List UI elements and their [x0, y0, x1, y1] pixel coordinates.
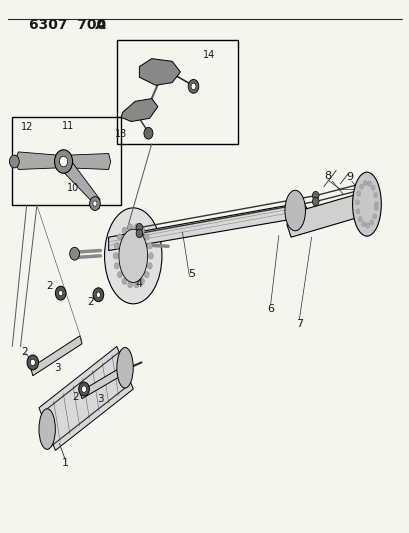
Ellipse shape	[352, 172, 380, 236]
Circle shape	[373, 201, 378, 207]
Circle shape	[188, 79, 198, 93]
Text: 2: 2	[21, 347, 28, 357]
Circle shape	[373, 192, 377, 198]
Circle shape	[365, 223, 369, 228]
Polygon shape	[59, 156, 100, 209]
Circle shape	[59, 156, 67, 167]
Circle shape	[144, 127, 153, 139]
Polygon shape	[108, 203, 311, 251]
Circle shape	[148, 253, 153, 259]
Circle shape	[54, 150, 72, 173]
Circle shape	[122, 278, 127, 285]
Circle shape	[136, 223, 142, 232]
Circle shape	[144, 271, 149, 278]
Circle shape	[133, 281, 138, 288]
Text: 14: 14	[202, 50, 215, 60]
Ellipse shape	[117, 348, 133, 388]
Circle shape	[128, 281, 133, 288]
Circle shape	[357, 216, 362, 222]
Text: 6: 6	[266, 304, 274, 314]
Circle shape	[139, 227, 144, 233]
Circle shape	[366, 181, 371, 186]
Circle shape	[369, 220, 373, 225]
Ellipse shape	[119, 229, 147, 282]
Polygon shape	[80, 362, 131, 399]
Circle shape	[312, 197, 318, 206]
Text: 8: 8	[324, 171, 331, 181]
Polygon shape	[121, 99, 157, 122]
Circle shape	[55, 286, 66, 300]
Circle shape	[122, 227, 127, 233]
Ellipse shape	[39, 409, 55, 449]
Circle shape	[9, 155, 19, 168]
Circle shape	[370, 185, 374, 190]
Circle shape	[144, 234, 149, 240]
Circle shape	[96, 292, 100, 297]
Circle shape	[128, 224, 133, 230]
Ellipse shape	[104, 208, 162, 304]
Text: 2: 2	[88, 297, 94, 306]
Circle shape	[139, 278, 144, 285]
Circle shape	[133, 224, 138, 230]
Polygon shape	[70, 154, 110, 169]
Circle shape	[372, 214, 376, 219]
Text: 13: 13	[115, 130, 127, 139]
Circle shape	[90, 197, 100, 211]
Text: 2: 2	[47, 281, 53, 291]
Polygon shape	[39, 346, 133, 450]
Circle shape	[361, 222, 365, 227]
Text: 9: 9	[346, 172, 353, 182]
Text: 1: 1	[62, 458, 69, 467]
Text: 3: 3	[97, 394, 103, 403]
Text: 12: 12	[20, 122, 33, 132]
Polygon shape	[286, 191, 372, 237]
Circle shape	[93, 288, 103, 302]
Bar	[117, 40, 237, 144]
Circle shape	[114, 263, 119, 269]
Ellipse shape	[284, 190, 305, 231]
Text: 6307  700: 6307 700	[29, 18, 106, 33]
Circle shape	[113, 253, 118, 259]
Text: A: A	[96, 18, 107, 33]
Circle shape	[70, 247, 79, 260]
Circle shape	[191, 83, 196, 90]
Text: 3: 3	[54, 363, 61, 373]
Circle shape	[117, 271, 122, 278]
Circle shape	[58, 290, 63, 296]
Circle shape	[79, 382, 89, 396]
Circle shape	[147, 263, 152, 269]
Text: 11: 11	[61, 122, 74, 131]
Circle shape	[373, 205, 378, 211]
Circle shape	[362, 181, 366, 186]
Circle shape	[147, 243, 152, 249]
Polygon shape	[31, 336, 82, 376]
Circle shape	[355, 200, 359, 205]
Circle shape	[312, 191, 318, 200]
Text: 4: 4	[135, 279, 143, 288]
Bar	[12, 117, 121, 205]
Text: 7: 7	[295, 319, 302, 329]
Text: 5: 5	[188, 270, 195, 279]
Circle shape	[81, 386, 86, 392]
Circle shape	[93, 201, 97, 206]
Circle shape	[117, 234, 122, 240]
Circle shape	[136, 229, 142, 238]
Polygon shape	[139, 59, 180, 85]
Text: 2: 2	[72, 392, 79, 402]
Circle shape	[356, 191, 360, 196]
Circle shape	[114, 243, 119, 249]
Text: 10: 10	[67, 183, 79, 193]
Circle shape	[27, 355, 38, 370]
Circle shape	[359, 184, 363, 189]
Polygon shape	[14, 152, 57, 169]
Circle shape	[30, 359, 35, 366]
Circle shape	[355, 209, 359, 214]
